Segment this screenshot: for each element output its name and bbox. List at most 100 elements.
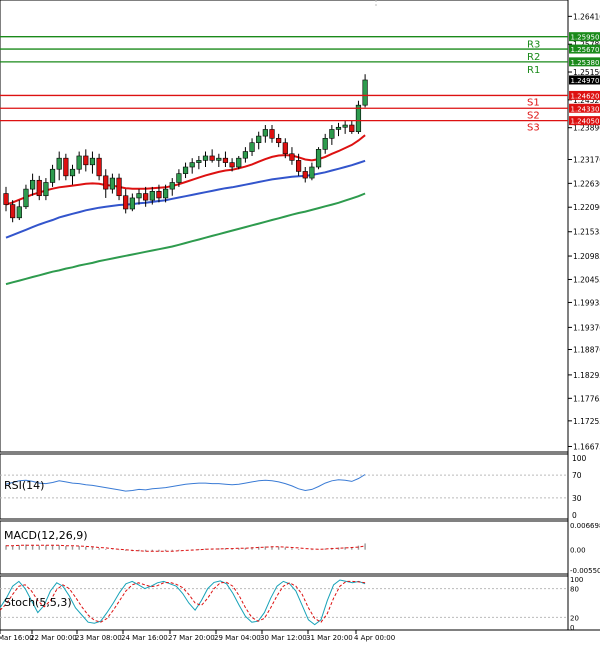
price-tick-label: 1.18295 (573, 371, 600, 380)
moving-average-line (5, 192, 366, 286)
price-tick-label: 1.17765 (573, 394, 600, 403)
level-price-tag (569, 44, 600, 54)
price-tick-label: 1.20985 (573, 252, 600, 261)
time-tick-label: Mar 16:00 (0, 634, 34, 642)
candle-body (3, 193, 9, 205)
level-label-r3: R3 (527, 40, 540, 51)
stoch-tick-label: 80 (570, 586, 579, 594)
rsi-tick-label: 0 (572, 511, 577, 520)
candle-body (156, 191, 162, 199)
candle-body (29, 179, 36, 190)
candle-body (182, 166, 189, 174)
candle-body (96, 157, 102, 177)
main-pane-frame (0, 0, 569, 453)
rsi-line (5, 474, 366, 492)
stoch-signal-line (0, 580, 366, 623)
candle-body (355, 104, 362, 132)
candle-body (236, 157, 242, 168)
candle-body (256, 135, 262, 144)
macd-tick-label: 0.00 (570, 547, 586, 555)
candle-body (176, 173, 182, 183)
price-tick-label: 1.23890 (573, 124, 600, 133)
price-tick-label: 1.19370 (573, 323, 600, 332)
candle-body (196, 160, 202, 163)
candle-body (242, 151, 249, 159)
price-tick-label: 1.21535 (573, 228, 600, 237)
level-price-tag-label: 1.24620 (571, 92, 600, 100)
candle-body (276, 137, 282, 144)
level-price-tag (569, 32, 600, 42)
level-price-tag (569, 90, 600, 100)
current-price-tag-label: 1.24970 (571, 77, 600, 85)
stoch-tick-label: 100 (570, 576, 583, 584)
level-label-r2: R2 (527, 52, 540, 63)
candle-body (143, 193, 149, 201)
candle-body (315, 149, 322, 168)
price-tick-label: 1.26410 (573, 12, 600, 21)
time-tick-label: 23 Mar 08:00 (75, 634, 122, 642)
candle-body (109, 177, 115, 190)
stoch-title: Stoch(5,5,3) (4, 596, 72, 609)
price-tick-label: 1.22090 (573, 203, 600, 212)
macd-tick-label: 0.006698 (570, 522, 600, 530)
price-tick-label: 1.16675 (573, 442, 600, 451)
candle-body (16, 206, 22, 219)
candle-body (342, 124, 348, 128)
price-tick-label: 1.23170 (573, 156, 600, 165)
macd-tick-label: -0.005501 (570, 567, 600, 575)
rsi-pane-frame (0, 453, 569, 520)
price-tick-label: 1.24520 (573, 96, 600, 105)
price-tick-label: 1.25150 (573, 68, 600, 77)
candle-body (149, 191, 155, 201)
candle-body (83, 155, 89, 166)
candle-body (69, 168, 76, 177)
candle-body (216, 157, 222, 161)
time-tick-label: 30 Mar 12:00 (260, 634, 307, 642)
candle-body (116, 177, 122, 197)
candle-body (76, 155, 82, 170)
candle-body (36, 179, 42, 197)
candle-body (10, 204, 16, 219)
candle-body (163, 188, 169, 199)
rsi-tick-label: 30 (572, 494, 582, 503)
candle-body (295, 160, 302, 172)
time-tick-label: 31 Mar 20:00 (306, 634, 353, 642)
time-tick-label: 22 Mar 00:00 (30, 634, 77, 642)
candle-body (129, 197, 135, 210)
stoch-main-line (0, 579, 366, 626)
level-price-tag-label: 1.25670 (571, 46, 600, 54)
price-tick-label: 1.18870 (573, 345, 600, 354)
level-price-tag (569, 57, 600, 67)
candle-body (63, 157, 69, 177)
candle-body (289, 153, 295, 161)
candle-body (222, 157, 229, 163)
candle-body (123, 195, 129, 210)
price-tick-label: 1.17255 (573, 417, 600, 426)
candle-body (269, 129, 275, 139)
candle-body (189, 162, 195, 168)
candle-body (89, 157, 96, 166)
candle-body (362, 79, 368, 106)
level-price-tag (569, 116, 600, 126)
candle-body (202, 155, 209, 161)
macd-pane-frame (0, 520, 569, 575)
stoch-tick-label: 0 (570, 624, 574, 632)
macd-title: MACD(12,26,9) (4, 529, 88, 542)
rsi-tick-label: 100 (572, 454, 587, 463)
candle-body (103, 175, 109, 190)
level-label-s2: S2 (527, 110, 540, 121)
level-price-tag (569, 103, 600, 113)
rsi-title: RSI(14) (4, 479, 44, 492)
price-tick-label: 1.22630 (573, 179, 600, 188)
price-tick-label: 1.19935 (573, 298, 600, 307)
current-price-tag (569, 75, 600, 85)
candle-body (335, 126, 342, 130)
level-label-r1: R1 (527, 65, 540, 76)
level-price-tag-label: 1.25950 (571, 34, 600, 42)
level-price-tag-label: 1.24330 (571, 105, 600, 113)
level-price-tag-label: 1.24050 (571, 118, 600, 126)
candle-body (309, 166, 315, 179)
candle-body (349, 124, 355, 132)
